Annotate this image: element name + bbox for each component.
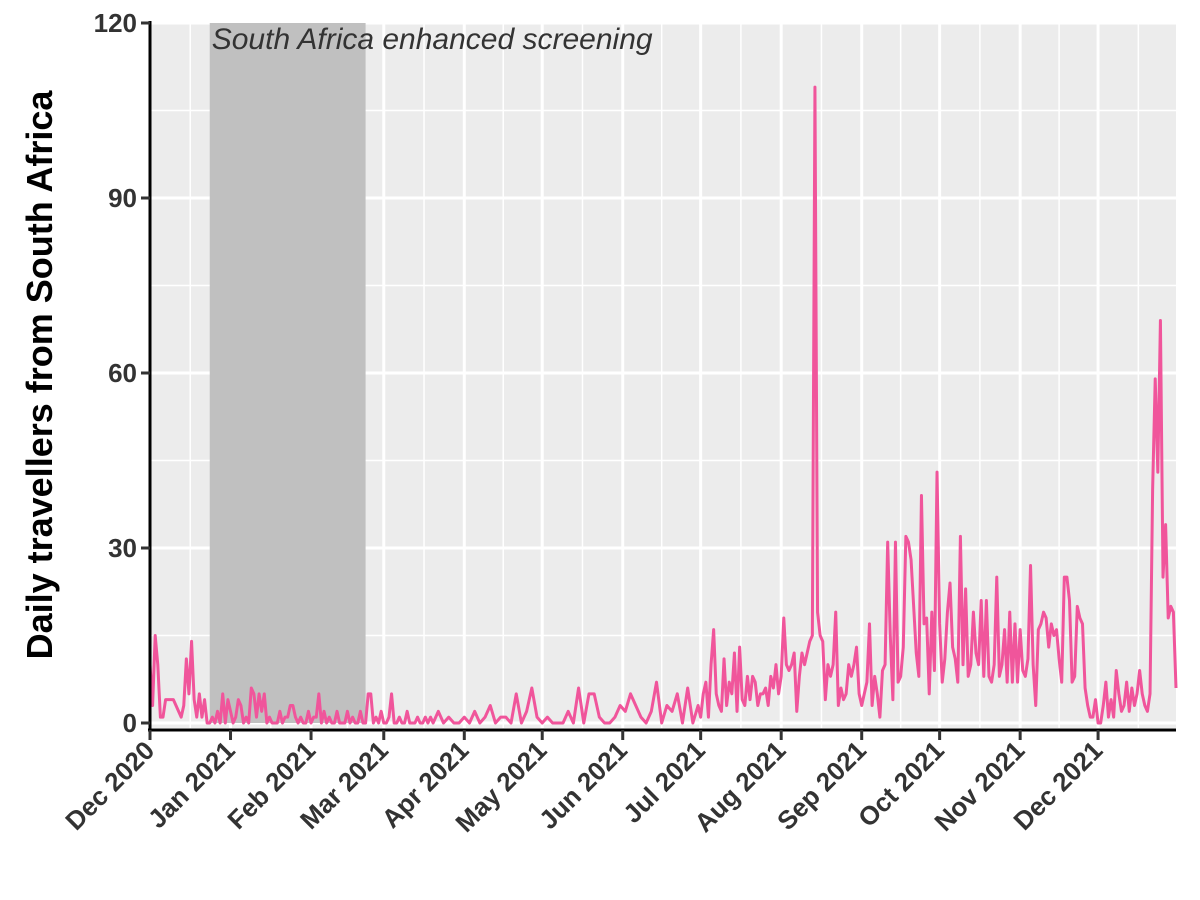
x-tick-label: Dec 2020 <box>59 735 160 836</box>
x-tick-label: Sep 2021 <box>771 735 872 836</box>
y-axis-ticks: 0 30 60 90 120 <box>94 8 150 738</box>
series-line-daily-travellers <box>148 85 1178 725</box>
enhanced-screening-shaded-period <box>209 23 366 723</box>
y-tick-label: 120 <box>94 8 137 38</box>
y-axis-title: Daily travellers from South Africa <box>19 90 60 660</box>
y-tick-label: 90 <box>108 183 137 213</box>
y-tick-label: 30 <box>108 533 137 563</box>
x-tick-label: Jun 2021 <box>533 735 633 835</box>
enhanced-screening-annotation: South Africa enhanced screening <box>212 23 653 56</box>
y-tick-label: 0 <box>123 708 137 738</box>
y-tick-label: 60 <box>108 358 137 388</box>
